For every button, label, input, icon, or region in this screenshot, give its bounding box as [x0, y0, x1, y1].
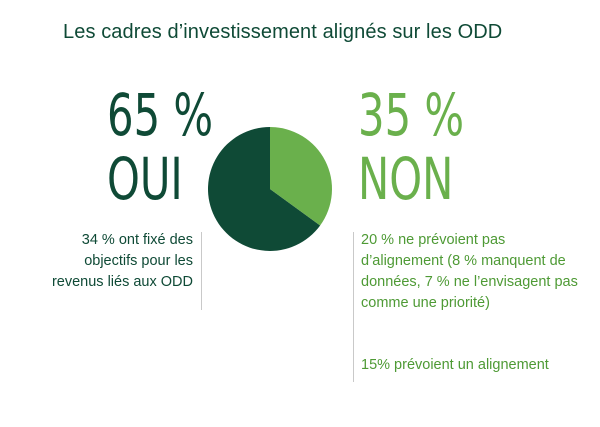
no-note-1: 20 % ne prévoient pas d’alignement (8 % … — [361, 232, 578, 311]
leader-line-left — [201, 232, 202, 310]
leader-line-right — [353, 232, 354, 382]
yes-label: OUI — [107, 145, 183, 213]
chart-title: Les cadres d’investissement alignés sur … — [63, 21, 503, 43]
yes-percent: 65 % — [107, 81, 214, 149]
yes-note: 34 % ont fixé des objectifs pour les rev… — [51, 232, 193, 290]
pie-slice-oui — [207, 127, 321, 251]
no-percent: 35 % — [358, 81, 465, 149]
pie-slice-non — [270, 127, 332, 226]
no-note-2: 15% prévoient un alignement — [361, 357, 549, 373]
no-label: NON — [358, 145, 454, 213]
